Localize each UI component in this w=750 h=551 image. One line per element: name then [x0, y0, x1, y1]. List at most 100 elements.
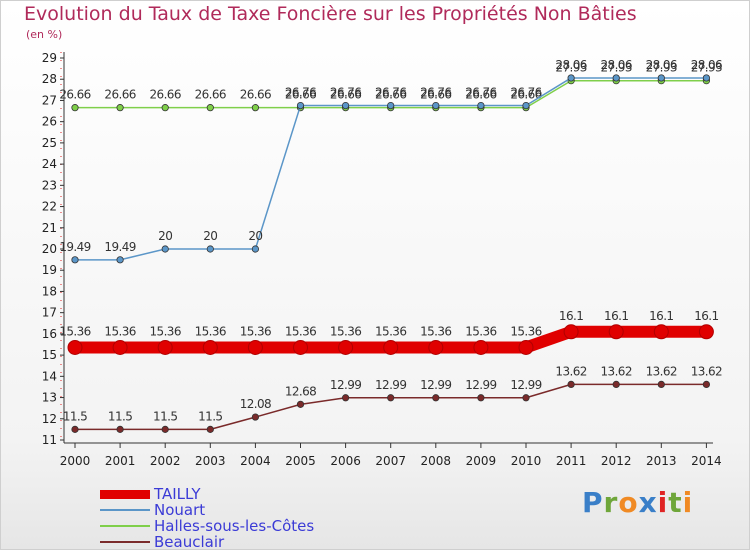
data-label-beauclair: 11.5: [153, 409, 177, 423]
data-label-tailly: 16.1: [694, 309, 718, 323]
data-point-nouart: [116, 256, 124, 264]
data-point-nouart: [567, 74, 575, 82]
x-tick-label: 2009: [466, 454, 497, 468]
x-tick-label: 2013: [646, 454, 677, 468]
data-label-halles-sous-les-cotes: 26.66: [104, 88, 135, 102]
x-tick-label: 2004: [240, 454, 271, 468]
data-point-tailly: [202, 339, 218, 355]
data-point-tailly: [67, 339, 83, 355]
data-label-beauclair: 12.99: [375, 378, 406, 392]
legend-swatch: [100, 509, 150, 511]
data-label-beauclair: 12.68: [285, 384, 316, 398]
x-tick-label: 2006: [330, 454, 361, 468]
data-label-tailly: 15.36: [465, 324, 496, 338]
data-label-beauclair: 12.99: [465, 378, 496, 392]
data-label-halles-sous-les-cotes: 27.93: [646, 61, 677, 75]
data-point-tailly: [518, 339, 534, 355]
data-label-beauclair: 13.62: [691, 364, 722, 378]
data-label-beauclair: 13.62: [601, 364, 632, 378]
data-label-tailly: 15.36: [240, 324, 271, 338]
y-tick-label: 27: [42, 93, 57, 107]
data-label-tailly: 15.36: [510, 324, 541, 338]
y-tick-label: 14: [42, 369, 57, 383]
data-point-nouart: [341, 101, 350, 110]
logo-letter: P: [582, 486, 604, 519]
data-label-nouart: 28.06: [601, 58, 632, 72]
data-label-halles-sous-les-cotes: 26.66: [420, 88, 451, 102]
logo-letter: t: [668, 486, 683, 519]
proxiti-logo: Proxiti: [582, 486, 693, 519]
data-point-halles-sous-les-cotes: [71, 104, 79, 112]
data-label-nouart: 26.76: [285, 86, 316, 100]
data-label-halles-sous-les-cotes: 26.66: [195, 88, 226, 102]
data-label-nouart: 28.06: [555, 58, 586, 72]
chart-title: Evolution du Taux de Taxe Foncière sur l…: [24, 3, 637, 25]
data-label-halles-sous-les-cotes: 26.66: [330, 88, 361, 102]
data-label-nouart: 20: [158, 229, 172, 243]
x-tick-label: 2002: [150, 454, 181, 468]
data-label-halles-sous-les-cotes: 26.66: [240, 88, 271, 102]
data-label-nouart: 26.76: [330, 86, 361, 100]
y-tick-label: 11: [42, 433, 57, 447]
logo-letter: x: [638, 486, 658, 519]
data-label-nouart: 19.49: [59, 240, 90, 254]
data-label-halles-sous-les-cotes: 27.93: [555, 61, 586, 75]
data-point-beauclair: [612, 380, 620, 388]
data-label-beauclair: 11.5: [108, 409, 132, 423]
data-point-beauclair: [567, 380, 575, 388]
y-tick-label: 23: [42, 178, 57, 192]
data-point-nouart: [251, 245, 259, 253]
logo-letter: i: [657, 486, 669, 519]
data-label-beauclair: 13.62: [646, 364, 677, 378]
y-tick-label: 20: [42, 242, 57, 256]
y-tick-label: 26: [42, 115, 57, 129]
data-label-halles-sous-les-cotes: 26.66: [465, 88, 496, 102]
legend-label: Halles-sous-les-Côtes: [154, 517, 315, 535]
legend-label: Nouart: [154, 501, 206, 519]
data-point-nouart: [522, 101, 530, 110]
data-point-beauclair: [161, 425, 169, 433]
data-point-tailly: [428, 339, 444, 355]
x-tick-label: 2011: [556, 454, 587, 468]
data-label-nouart: 26.76: [510, 86, 541, 100]
data-label-halles-sous-les-cotes: 26.66: [375, 88, 406, 102]
logo-letter: i: [682, 486, 694, 519]
y-tick-label: 24: [42, 157, 57, 171]
data-point-beauclair: [341, 394, 350, 402]
data-point-tailly: [247, 339, 263, 355]
data-point-tailly: [563, 324, 579, 340]
data-label-beauclair: 12.99: [330, 378, 361, 392]
x-tick-label: 2012: [601, 454, 632, 468]
legend-swatch: [100, 525, 150, 527]
data-point-beauclair: [477, 394, 485, 402]
data-point-beauclair: [296, 400, 305, 408]
x-tick-label: 2014: [691, 454, 722, 468]
data-point-halles-sous-les-cotes: [251, 104, 259, 112]
chart-subtitle: (en %): [26, 28, 63, 41]
y-tick-label: 22: [42, 200, 57, 214]
data-point-nouart: [477, 101, 485, 110]
y-tick-label: 25: [42, 136, 57, 150]
y-tick-label: 18: [42, 284, 57, 298]
data-label-tailly: 15.36: [375, 324, 406, 338]
data-label-nouart: 20: [248, 229, 262, 243]
data-point-tailly: [293, 339, 308, 355]
y-tick-label: 28: [42, 72, 57, 86]
x-tick-label: 2001: [105, 454, 136, 468]
data-point-beauclair: [116, 425, 124, 433]
data-point-beauclair: [206, 425, 214, 433]
data-point-beauclair: [432, 394, 440, 402]
x-tick-label: 2008: [421, 454, 452, 468]
data-point-beauclair: [71, 425, 79, 433]
data-point-nouart: [702, 74, 711, 82]
data-point-tailly: [698, 324, 714, 340]
legend-label: TAILLY: [154, 485, 201, 503]
legend-label: Beauclair: [154, 533, 225, 551]
x-tick-label: 2000: [60, 454, 91, 468]
legend-swatch: [100, 541, 150, 543]
data-label-beauclair: 13.62: [555, 364, 586, 378]
data-label-halles-sous-les-cotes: 27.93: [691, 61, 722, 75]
data-point-halles-sous-les-cotes: [206, 104, 214, 112]
